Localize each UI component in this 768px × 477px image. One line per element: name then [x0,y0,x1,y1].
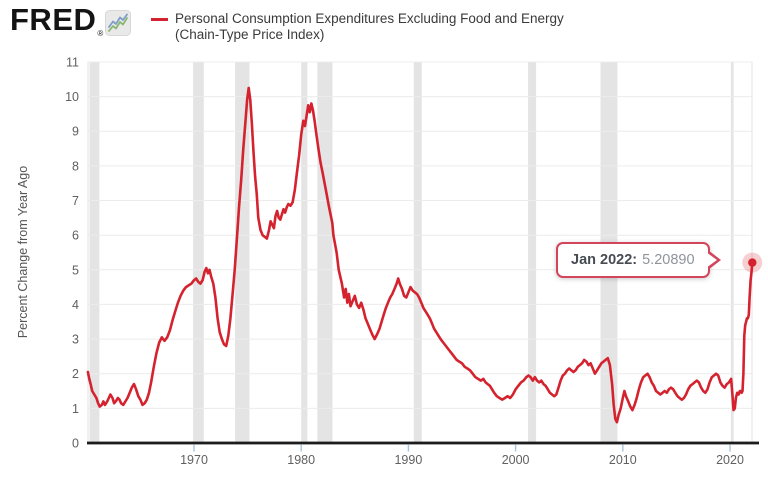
legend-title: Personal Consumption Expenditures Exclud… [175,11,564,43]
x-tick-label: 2000 [502,453,530,467]
recession-band [528,62,537,443]
tooltip-label: Jan 2022: [571,252,638,268]
recession-band [317,62,333,443]
recession-band [301,62,308,443]
x-tick-label: 2010 [609,453,637,467]
series-legend[interactable]: Personal Consumption Expenditures Exclud… [151,11,564,43]
x-axis-baseline [87,441,759,445]
recession-band [730,62,734,443]
legend-title-line2: (Chain-Type Price Index) [175,27,325,42]
recession-band [413,62,422,443]
y-tick-label: 9 [72,125,79,139]
y-tick-label: 8 [72,159,79,173]
series-line[interactable] [86,86,754,424]
y-tick-label: 5 [72,263,79,277]
recession-band [235,62,250,443]
x-tick-label: 1980 [287,453,315,467]
legend-color-swatch [151,18,168,21]
y-tick-label: 0 [72,437,79,451]
fred-logo[interactable]: FRED ® [10,2,132,41]
legend-title-line1: Personal Consumption Expenditures Exclud… [175,11,564,26]
x-tick-label: 1990 [394,453,422,467]
fred-logo-text: FRED [10,2,97,37]
fred-logo-registered: ® [97,29,104,38]
recession-band [193,62,204,443]
y-tick-label: 2 [72,367,79,381]
y-tick-label: 11 [66,56,79,70]
y-tick-label: 10 [65,90,79,104]
tooltip-value: 5.20890 [642,252,695,268]
y-tick-label: 1 [72,402,79,416]
line-chart-icon [105,10,132,41]
x-tick-label: 1970 [180,453,208,467]
tooltip: Jan 2022: 5.20890 [556,242,710,278]
y-tick-label: 7 [72,194,79,208]
y-tick-label: 3 [72,333,79,347]
recession-band [89,62,100,443]
y-tick-label: 6 [72,229,79,243]
y-axis-title: Percent Change from Year Ago [16,166,30,338]
x-tick-label: 2020 [716,453,744,467]
data-point-marker[interactable] [748,258,757,267]
y-tick-label: 4 [72,298,79,312]
